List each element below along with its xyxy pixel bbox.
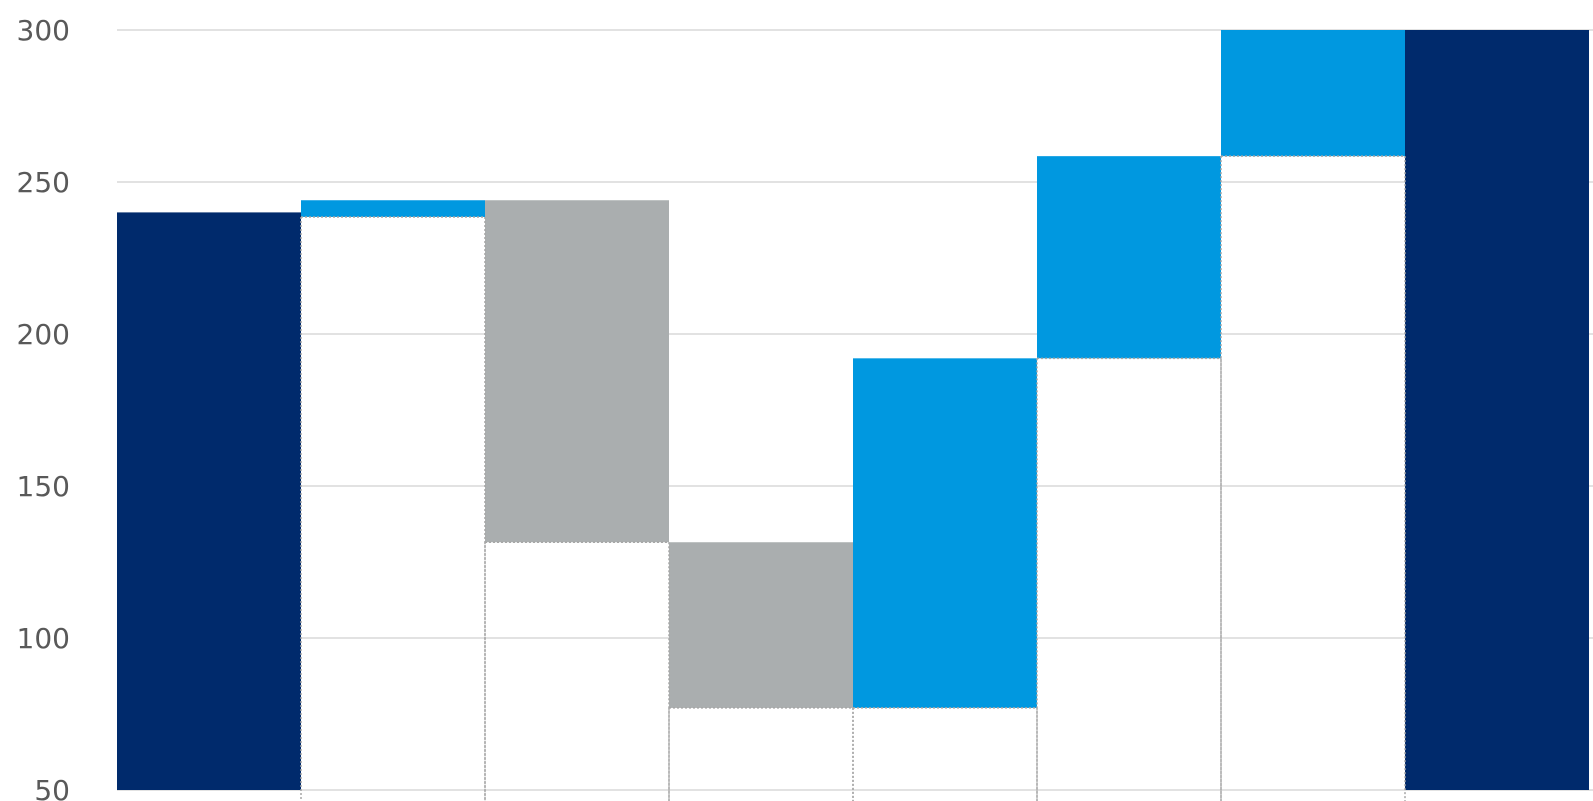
- bar-1-total: [117, 212, 301, 790]
- y-tick-label-200: 200: [17, 318, 70, 351]
- bar-7-increase: [1221, 30, 1405, 157]
- y-tick-label-150: 150: [17, 470, 70, 503]
- bar-6-increase: [1037, 156, 1221, 359]
- y-axis-ticks: 50 100 150 200 250 300: [17, 14, 70, 801]
- bar-8-total: [1405, 30, 1589, 790]
- bars: [117, 30, 1589, 790]
- y-tick-label-300: 300: [17, 14, 70, 47]
- connectors: [300, 155, 1406, 801]
- bar-3-decrease: [485, 200, 669, 543]
- bar-4-decrease: [669, 542, 853, 708]
- y-tick-label-100: 100: [17, 622, 70, 655]
- bar-5-increase: [853, 358, 1037, 708]
- y-tick-label-250: 250: [17, 166, 70, 199]
- y-tick-label-50: 50: [34, 774, 70, 801]
- bar-2-increase: [301, 200, 485, 217]
